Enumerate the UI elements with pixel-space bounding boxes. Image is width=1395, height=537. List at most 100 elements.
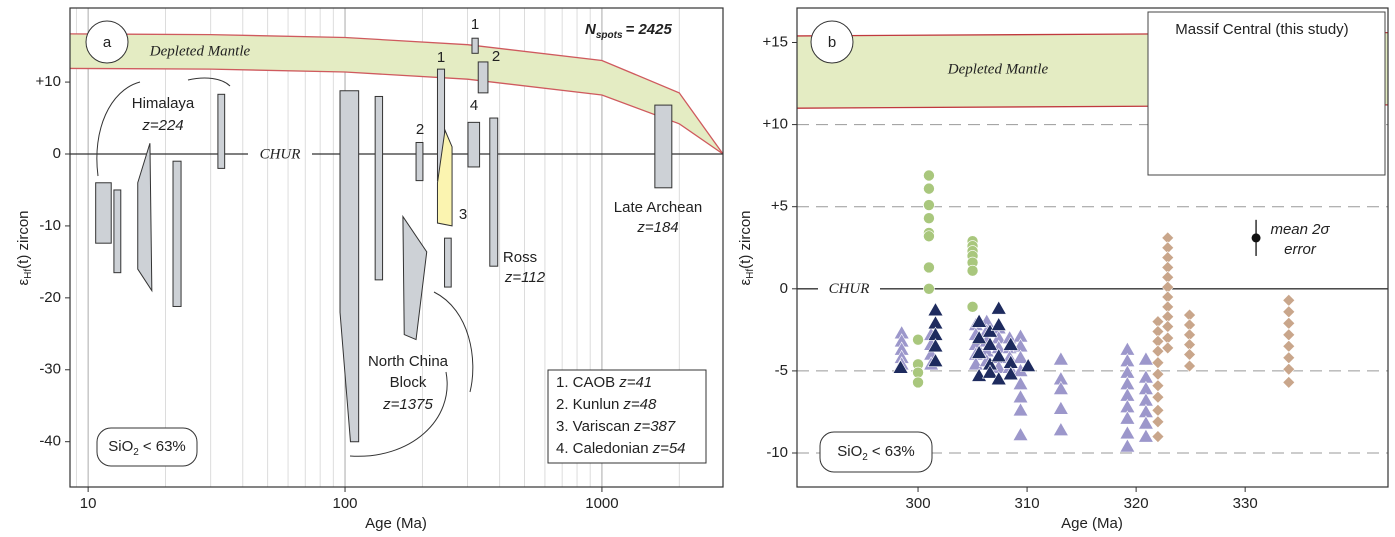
y-text: (t) zircon — [737, 210, 754, 268]
x-tick-label: 320 — [1124, 495, 1149, 512]
sio2-subscript: 2 — [862, 452, 868, 463]
y-tick-label: +10 — [763, 116, 788, 133]
range-box — [444, 237, 452, 288]
y-tick-label: -30 — [39, 361, 61, 378]
sio2-label: SiO2 < 63% — [108, 438, 186, 458]
range-polygon — [436, 128, 453, 227]
leader-line — [349, 291, 474, 457]
data-point — [923, 212, 935, 224]
data-point — [1151, 415, 1165, 429]
data-point — [923, 182, 935, 195]
x-axis-label: Age (Ma) — [365, 515, 427, 532]
y-subscript: Hf — [745, 269, 756, 279]
data-point — [1151, 390, 1165, 404]
legend-label: 1. CAOB — [556, 374, 615, 391]
annotation: mean 2σ — [1270, 221, 1330, 238]
data-point — [912, 376, 924, 389]
data-point — [1282, 375, 1296, 389]
data-point — [1012, 426, 1029, 441]
x-tick-label: 310 — [1015, 495, 1040, 512]
sio2-label: SiO2 < 63% — [837, 443, 915, 463]
band-lower-edge — [70, 67, 723, 155]
data-point — [1052, 351, 1069, 366]
annotation: 2 — [492, 48, 500, 65]
data-point — [1137, 428, 1154, 443]
annotation: 2 — [416, 121, 424, 138]
data-point — [1052, 421, 1069, 436]
data-point — [981, 336, 999, 351]
y-subscript: Hf — [23, 269, 34, 279]
annotation: Block — [390, 374, 427, 391]
data-point — [923, 261, 935, 274]
annotation: z=112 — [504, 269, 546, 286]
legend-label: 4. Caledonian — [556, 440, 649, 457]
y-tick-label: -20 — [39, 289, 61, 306]
data-point — [966, 264, 979, 277]
data-point — [923, 199, 935, 211]
range-box — [113, 189, 122, 274]
legend-z: z=54 — [652, 440, 686, 457]
n-label: Nspots = 2425 — [585, 21, 672, 41]
y-tick-label: -10 — [39, 217, 61, 234]
legend-z: z=48 — [622, 396, 657, 413]
sio2-box — [96, 427, 198, 467]
legend-box — [1147, 11, 1386, 176]
range-box — [217, 93, 226, 169]
data-point — [990, 316, 1007, 331]
data-point — [1002, 336, 1019, 351]
y-axis-label: εHf(t) zircon — [737, 210, 756, 285]
band-upper-edge — [70, 33, 723, 155]
y-tick-label: +10 — [36, 73, 61, 90]
annotation: Himalaya — [132, 95, 195, 112]
data-point — [1119, 410, 1136, 425]
data-point — [1052, 380, 1069, 395]
annotation: z=224 — [141, 117, 183, 134]
y-text: (t) zircon — [15, 210, 32, 268]
range-box — [374, 95, 384, 281]
legend-item: 2. Kunlun z=48 — [556, 396, 657, 413]
x-tick-label: 10 — [80, 495, 97, 512]
data-point — [927, 338, 944, 353]
data-point — [981, 364, 999, 379]
legend-z: z=387 — [633, 418, 676, 435]
y-tick-label: +5 — [771, 198, 788, 215]
data-point — [1151, 430, 1165, 444]
data-point — [1002, 366, 1019, 381]
y-tick-label: 0 — [53, 145, 61, 162]
chur-label: CHUR — [260, 146, 301, 162]
legend-title: Massif Central (this study) — [1175, 21, 1348, 38]
sio2-text: SiO — [108, 438, 133, 455]
y-tick-label: 0 — [780, 280, 788, 297]
annotation: North China — [368, 353, 449, 370]
data-point — [990, 300, 1007, 315]
legend-box — [547, 369, 707, 464]
y-symbol: ε — [15, 279, 32, 286]
panel-label: b — [828, 34, 836, 51]
x-tick-label: 330 — [1233, 495, 1258, 512]
sio2-rest: < 63% — [143, 438, 186, 455]
annotation: Ross — [503, 249, 537, 266]
data-point — [966, 301, 979, 313]
panel-badge — [85, 20, 129, 64]
data-point — [1020, 357, 1037, 372]
data-point — [892, 359, 909, 374]
n-symbol: N — [585, 21, 597, 38]
n-subscript: spots — [596, 30, 623, 41]
data-point — [990, 348, 1007, 363]
range-polygon — [402, 214, 428, 341]
range-polygon — [339, 90, 360, 443]
y-symbol: ε — [737, 279, 754, 286]
range-box — [477, 61, 489, 94]
panel-label: a — [103, 34, 112, 51]
plot-frame — [796, 7, 1389, 488]
y-tick-label: -40 — [39, 433, 61, 450]
data-point — [923, 169, 935, 182]
y-axis-label: εHf(t) zircon — [15, 210, 34, 285]
range-box — [654, 104, 673, 189]
sio2-subscript: 2 — [133, 447, 139, 458]
range-box — [489, 117, 499, 267]
annotation: z=1375 — [382, 396, 433, 413]
data-point — [912, 333, 924, 346]
data-point — [1052, 400, 1069, 415]
